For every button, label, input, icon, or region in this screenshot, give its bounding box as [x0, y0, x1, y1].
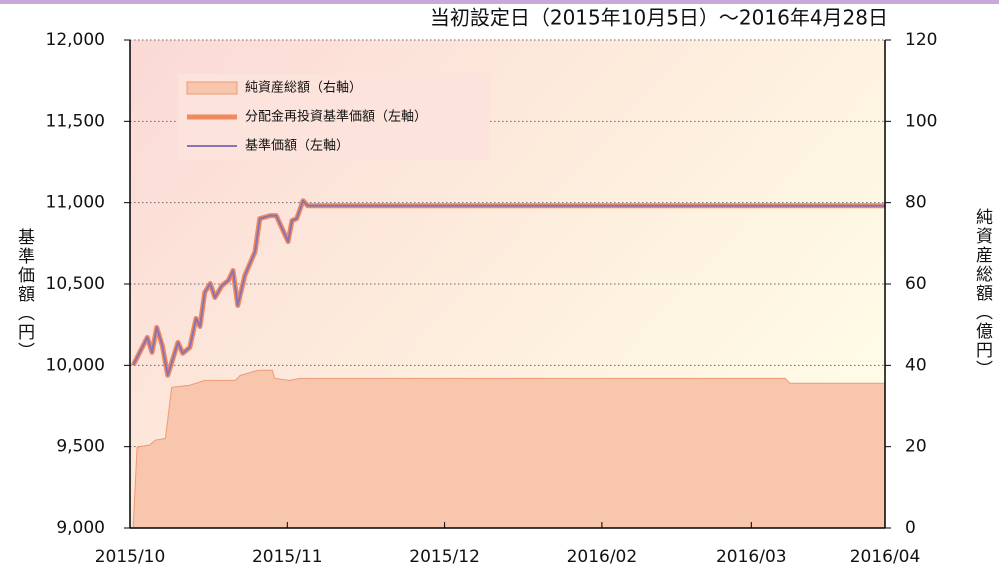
legend-label: 分配金再投資基準価額（左軸）	[245, 109, 427, 125]
area	[132, 369, 886, 529]
legend-swatch	[186, 81, 238, 95]
y-tick-label: 9,500	[56, 437, 105, 457]
x-tick-label: 2016/04	[850, 547, 921, 567]
y-tick-label: 11,500	[46, 111, 105, 131]
y-tick-label: 10,500	[46, 274, 105, 294]
y-tick-label: 10,000	[46, 355, 105, 375]
legend-label: 基準価額（左軸）	[245, 138, 349, 154]
top-band	[0, 0, 999, 4]
y2-tick-label: 60	[905, 274, 927, 294]
chart-title: 当初設定日（2015年10月5日）～2016年4月28日	[430, 6, 888, 30]
y2-axis-title: 純資産総額（億円）	[972, 208, 992, 379]
y2-tick-label: 100	[905, 111, 937, 131]
line	[132, 199, 885, 377]
y-axis-title: 基準価額（円）	[14, 228, 34, 361]
y2-tick-label: 40	[905, 355, 927, 375]
x-tick-label: 2015/10	[95, 547, 166, 567]
y-tick-label: 11,000	[46, 193, 105, 213]
y2-tick-label: 120	[905, 30, 937, 50]
x-tick-label: 2015/11	[252, 547, 323, 567]
y-tick-label: 9,000	[56, 518, 105, 538]
legend-label: 純資産総額（右軸）	[245, 80, 362, 96]
x-tick-label: 2016/03	[716, 547, 787, 567]
y2-tick-label: 20	[905, 437, 927, 457]
x-tick-label: 2015/12	[409, 547, 480, 567]
y-tick-label: 12,000	[46, 30, 105, 50]
y2-tick-label: 80	[905, 193, 927, 213]
x-tick-label: 2016/02	[567, 547, 638, 567]
y2-tick-label: 0	[905, 518, 916, 538]
